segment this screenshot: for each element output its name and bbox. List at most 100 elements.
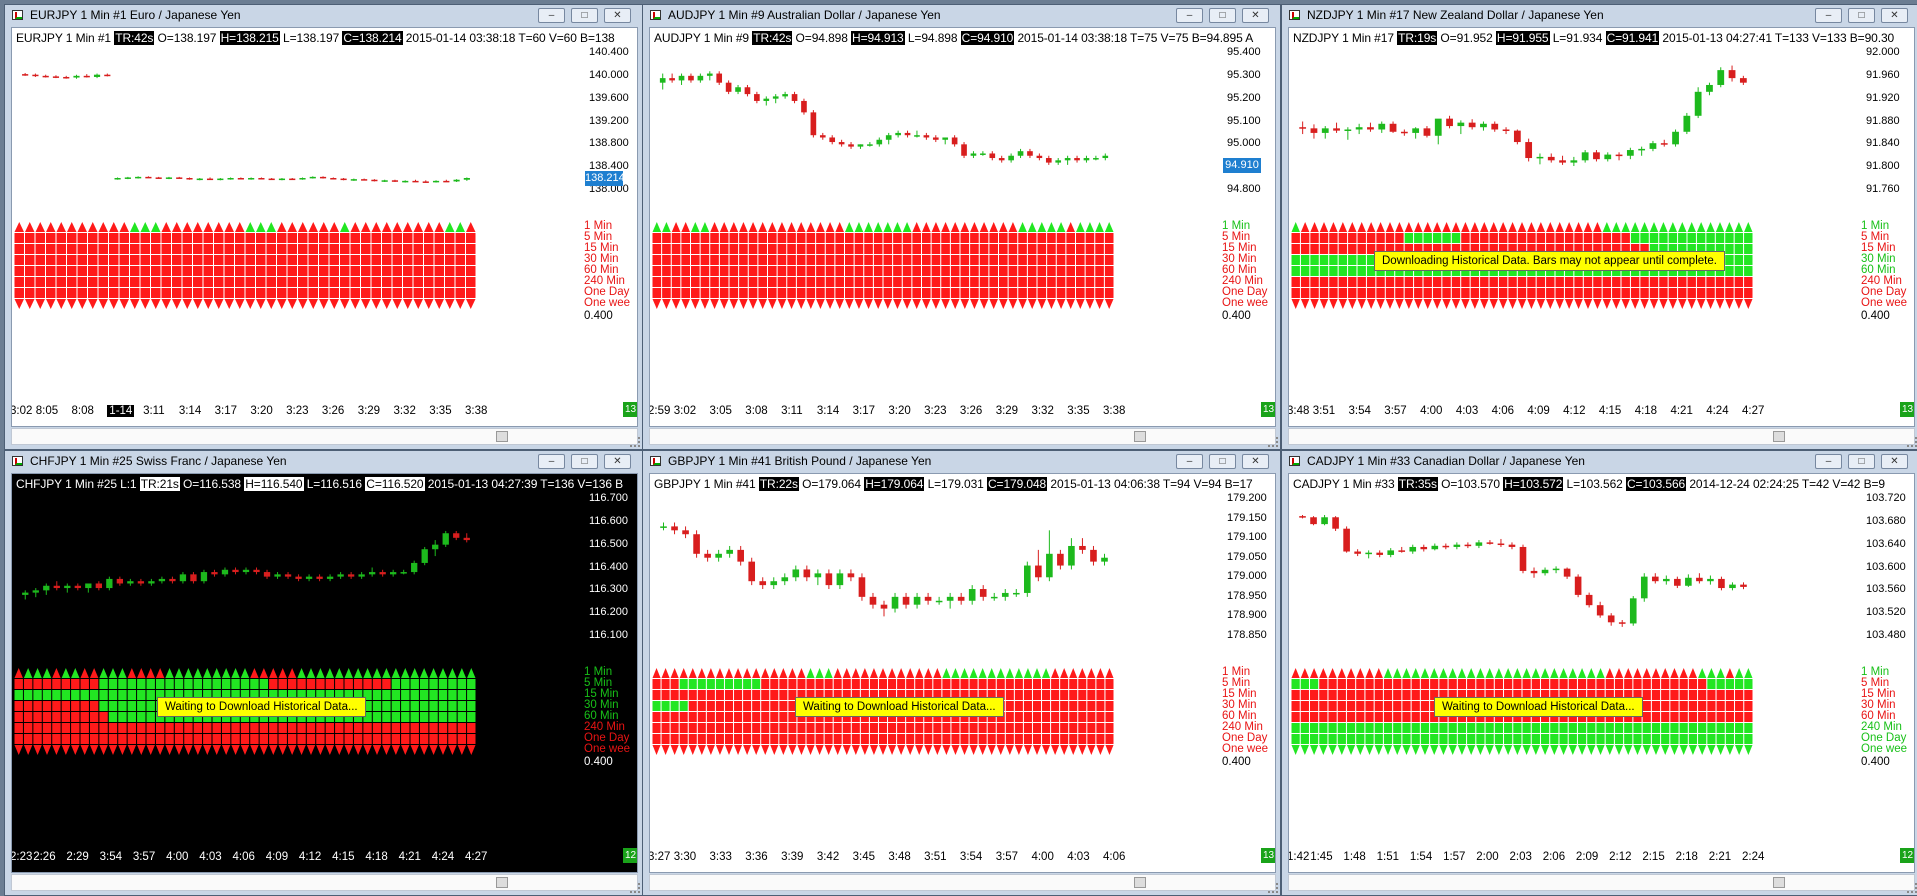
trend-cell bbox=[770, 679, 779, 689]
resize-grip[interactable] bbox=[630, 437, 640, 447]
trend-cell bbox=[950, 277, 960, 287]
title-bar[interactable]: CHFJPY 1 Min #25 Swiss Franc / Japanese … bbox=[5, 451, 642, 471]
trend-up-arrow bbox=[335, 668, 344, 678]
close-button[interactable]: ✕ bbox=[1881, 454, 1908, 469]
close-button[interactable]: ✕ bbox=[1242, 8, 1269, 23]
trend-up-arrow bbox=[1559, 668, 1568, 678]
trend-cell bbox=[155, 734, 165, 744]
trend-cell bbox=[98, 277, 108, 287]
title-bar[interactable]: AUDJPY 1 Min #9 Australian Dollar / Japa… bbox=[643, 5, 1280, 25]
scrollbar-thumb[interactable] bbox=[1134, 431, 1146, 442]
price-chart[interactable] bbox=[650, 474, 1220, 844]
timeframe-label: 30 Min bbox=[1861, 253, 1896, 265]
price-chart[interactable] bbox=[1289, 28, 1859, 398]
horizontal-scrollbar[interactable] bbox=[1288, 874, 1915, 891]
candle-body bbox=[1310, 128, 1318, 133]
horizontal-scrollbar[interactable] bbox=[11, 874, 638, 891]
trend-up-arrow bbox=[1027, 222, 1037, 232]
close-button[interactable]: ✕ bbox=[1881, 8, 1908, 23]
minimize-button[interactable]: – bbox=[1176, 454, 1203, 469]
trend-down-arrow bbox=[1480, 299, 1489, 309]
time-axis-label: 4:00 bbox=[1031, 851, 1054, 863]
trend-up-arrow bbox=[1574, 222, 1583, 232]
scrollbar-thumb[interactable] bbox=[496, 877, 508, 888]
minimize-button[interactable]: – bbox=[538, 8, 565, 23]
trend-cell bbox=[1568, 679, 1577, 689]
trend-cell bbox=[854, 266, 864, 276]
price-chart[interactable] bbox=[12, 474, 582, 844]
trend-cell bbox=[779, 712, 788, 722]
title-bar[interactable]: CADJPY 1 Min #33 Canadian Dollar / Japan… bbox=[1282, 451, 1917, 471]
trend-down-arrow bbox=[883, 299, 893, 309]
trend-cell bbox=[970, 288, 979, 298]
trend-cell bbox=[777, 255, 787, 265]
horizontal-scrollbar[interactable] bbox=[649, 428, 1276, 445]
scrollbar-thumb[interactable] bbox=[1773, 431, 1785, 442]
minimize-button[interactable]: – bbox=[1815, 454, 1842, 469]
title-bar[interactable]: NZDJPY 1 Min #17 New Zealand Dollar / Ja… bbox=[1282, 5, 1917, 25]
title-bar[interactable]: GBPJPY 1 Min #41 British Pound / Japanes… bbox=[643, 451, 1280, 471]
close-button[interactable]: ✕ bbox=[604, 454, 631, 469]
trend-cell bbox=[1494, 723, 1504, 733]
minimize-button[interactable]: – bbox=[1815, 8, 1842, 23]
chart-area[interactable]: CHFJPY 1 Min #25 L:1 TR:21s O=116.538 H=… bbox=[11, 473, 638, 873]
horizontal-scrollbar[interactable] bbox=[649, 874, 1276, 891]
time-axis-label: 3:20 bbox=[250, 405, 273, 417]
maximize-button[interactable]: □ bbox=[1848, 8, 1875, 23]
time-axis-label: 3:33 bbox=[709, 851, 732, 863]
close-button[interactable]: ✕ bbox=[1242, 454, 1269, 469]
trend-cell bbox=[363, 701, 372, 711]
trend-cell bbox=[1633, 734, 1642, 744]
chart-area[interactable]: AUDJPY 1 Min #9 TR:42s O=94.898 H=94.913… bbox=[649, 27, 1276, 427]
trend-cell bbox=[278, 679, 287, 689]
horizontal-scrollbar[interactable] bbox=[11, 428, 638, 445]
chart-area[interactable]: CADJPY 1 Min #33 TR:35s O=103.570 H=103.… bbox=[1288, 473, 1915, 873]
chart-window[interactable]: AUDJPY 1 Min #9 Australian Dollar / Japa… bbox=[642, 4, 1281, 450]
resize-grip[interactable] bbox=[1907, 437, 1917, 447]
chart-area[interactable]: EURJPY 1 Min #1 TR:42s O=138.197 H=138.2… bbox=[11, 27, 638, 427]
chart-window[interactable]: CADJPY 1 Min #33 Canadian Dollar / Japan… bbox=[1281, 450, 1917, 896]
maximize-button[interactable]: □ bbox=[1209, 8, 1236, 23]
maximize-button[interactable]: □ bbox=[1209, 454, 1236, 469]
maximize-button[interactable]: □ bbox=[571, 8, 598, 23]
price-chart[interactable] bbox=[12, 28, 582, 398]
scrollbar-thumb[interactable] bbox=[496, 431, 508, 442]
maximize-button[interactable]: □ bbox=[571, 454, 598, 469]
scrollbar-thumb[interactable] bbox=[1134, 877, 1146, 888]
chart-window[interactable]: NZDJPY 1 Min #17 New Zealand Dollar / Ja… bbox=[1281, 4, 1917, 450]
trend-cell bbox=[316, 690, 325, 700]
price-chart[interactable] bbox=[650, 28, 1220, 398]
trend-down-arrow bbox=[277, 299, 287, 309]
trend-cell bbox=[979, 233, 989, 243]
title-bar[interactable]: EURJPY 1 Min #1 Euro / Japanese Yen bbox=[5, 5, 642, 25]
time-axis-label: 2:23 bbox=[11, 851, 33, 863]
trend-cell bbox=[1357, 266, 1366, 276]
maximize-button[interactable]: □ bbox=[1848, 454, 1875, 469]
chart-window[interactable]: GBPJPY 1 Min #41 British Pound / Japanes… bbox=[642, 450, 1281, 896]
trend-up-arrow bbox=[1716, 668, 1725, 678]
chart-window[interactable]: EURJPY 1 Min #1 Euro / Japanese Yen – □ ✕ EU… bbox=[4, 4, 643, 450]
resize-grip[interactable] bbox=[1268, 437, 1278, 447]
horizontal-scrollbar[interactable] bbox=[1288, 428, 1915, 445]
trend-cell bbox=[1087, 723, 1096, 733]
quote-segment: 2015-01-14 03:38:18 T=75 V=75 B=94.895 A bbox=[1014, 31, 1254, 45]
minimize-button[interactable]: – bbox=[538, 454, 565, 469]
candle-body bbox=[391, 180, 399, 182]
trend-down-arrow bbox=[1531, 745, 1540, 755]
chart-window[interactable]: CHFJPY 1 Min #25 Swiss Franc / Japanese … bbox=[4, 450, 643, 896]
trend-cell bbox=[1448, 690, 1457, 700]
trend-cell bbox=[796, 244, 806, 254]
trend-down-arrow bbox=[308, 299, 318, 309]
trend-down-arrow bbox=[1612, 299, 1621, 309]
scrollbar-thumb[interactable] bbox=[1773, 877, 1785, 888]
chart-area[interactable]: GBPJPY 1 Min #41 TR:22s O=179.064 H=179.… bbox=[649, 473, 1276, 873]
close-button[interactable]: ✕ bbox=[604, 8, 631, 23]
trend-up-arrow bbox=[23, 668, 33, 678]
minimize-button[interactable]: – bbox=[1176, 8, 1203, 23]
trend-up-arrow bbox=[391, 668, 401, 678]
trend-cell bbox=[652, 701, 661, 711]
timeframe-label: 15 Min bbox=[1861, 688, 1896, 700]
price-chart[interactable] bbox=[1289, 474, 1859, 844]
candle-body bbox=[1530, 570, 1538, 574]
chart-area[interactable]: NZDJPY 1 Min #17 TR:19s O=91.952 H=91.95… bbox=[1288, 27, 1915, 427]
